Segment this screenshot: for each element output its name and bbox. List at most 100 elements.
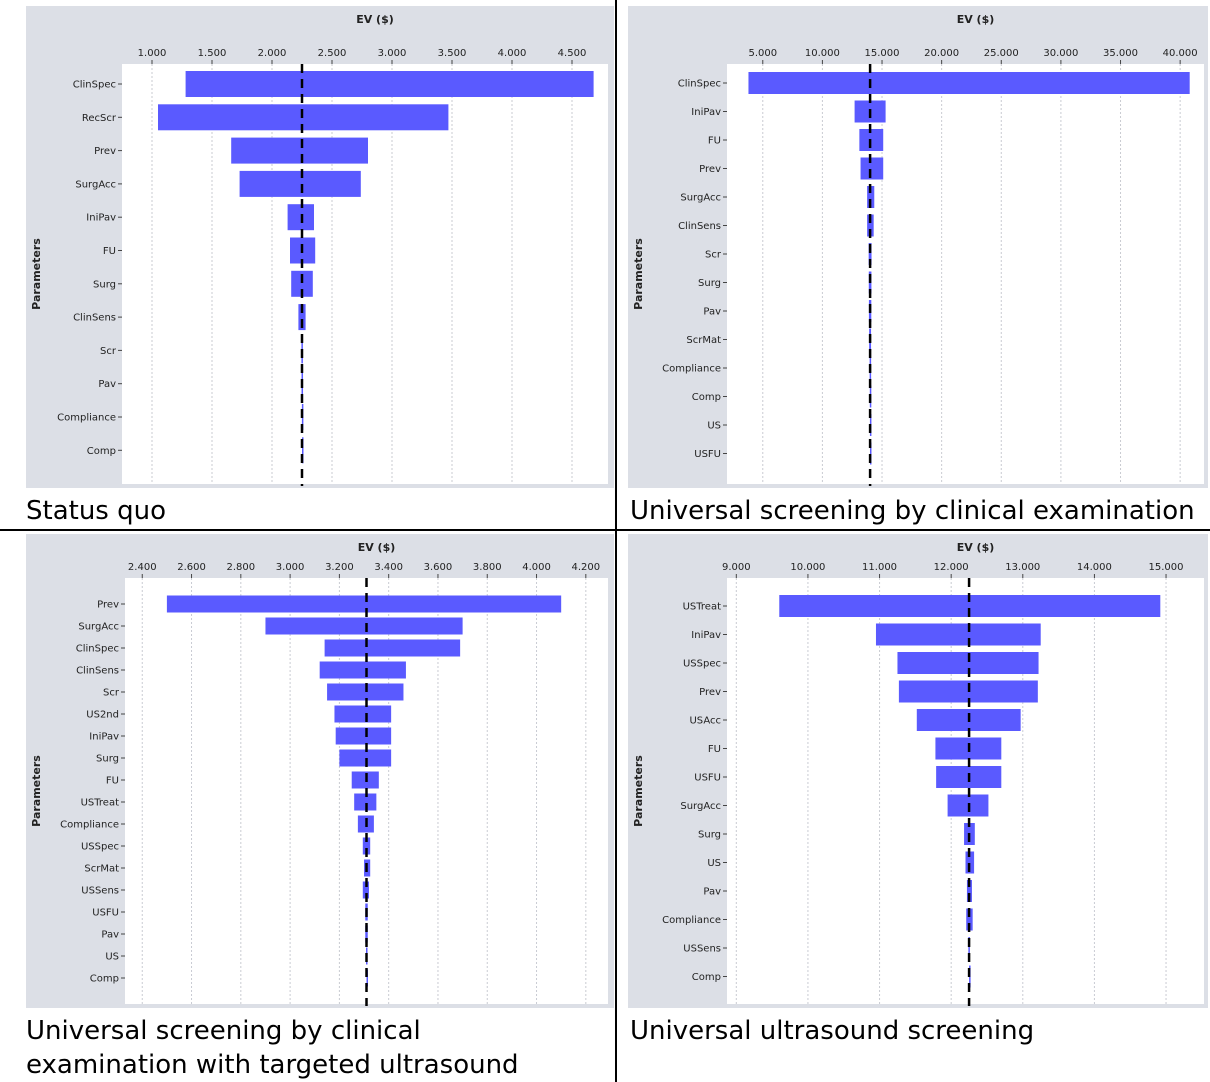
x-tick-label: 5.000 xyxy=(748,48,777,59)
tornado-bar xyxy=(365,925,368,943)
tornado-bar xyxy=(231,137,368,164)
x-tick-label: 4.000 xyxy=(522,562,551,573)
tornado-bar xyxy=(324,639,461,657)
category-label: USSpec xyxy=(683,659,721,670)
category-label: Compliance xyxy=(60,820,119,831)
x-tick-label: 9.000 xyxy=(722,562,751,573)
category-label: SurgAcc xyxy=(680,801,721,812)
category-label: Prev xyxy=(97,600,119,611)
x-tick-label: 3.000 xyxy=(276,562,305,573)
category-label: RecScr xyxy=(82,113,117,124)
x-tick-label: 3.600 xyxy=(424,562,453,573)
chart-panel-universal-ultrasound: EV ($) 9.000 10.000 11.000 12.000 13.000 14.00… xyxy=(628,534,1208,1008)
category-label: ClinSpec xyxy=(73,80,116,91)
x-tick-label: 20.000 xyxy=(924,48,959,59)
chart-panel-clinical-targeted-ultrasound: EV ($) 2.400 2.600 2.800 3.000 3.200 3.400 3.60… xyxy=(26,534,614,1008)
category-label: Surg xyxy=(698,278,721,289)
horizontal-divider xyxy=(0,529,1210,531)
x-tick-label: 2.500 xyxy=(318,48,347,59)
category-label: USSpec xyxy=(81,842,119,853)
plot-area xyxy=(122,64,608,484)
chart-panel-status-quo: EV ($) 1.000 1.500 2.000 2.500 3.000 3.500 4.00… xyxy=(26,6,614,488)
category-label: FU xyxy=(106,776,119,787)
x-tick-label: 2.400 xyxy=(128,562,157,573)
tornado-chart-universal-ultrasound: EV ($) 9.000 10.000 11.000 12.000 13.000 14.00… xyxy=(628,534,1208,1008)
tornado-bar xyxy=(966,880,972,902)
tornado-chart-status-quo: EV ($) 1.000 1.500 2.000 2.500 3.000 3.500 4.00… xyxy=(26,6,614,488)
category-label: USTreat xyxy=(683,602,721,613)
category-label: ScrMat xyxy=(84,864,119,875)
tornado-bar xyxy=(860,157,884,180)
y-axis-title: Parameters xyxy=(632,755,645,827)
category-label: ClinSens xyxy=(678,221,721,232)
category-label: USFU xyxy=(694,773,721,784)
category-label: Comp xyxy=(692,972,721,983)
tornado-bar xyxy=(748,72,1190,94)
x-axis-title: EV ($) xyxy=(358,541,396,554)
category-label: Pav xyxy=(101,930,119,941)
chart-caption-universal-ultrasound: Universal ultrasound screening xyxy=(630,1016,1035,1046)
x-tick-label: 3.200 xyxy=(325,562,354,573)
category-label: IniPav xyxy=(86,213,116,224)
category-label: FU xyxy=(103,246,116,257)
tornado-bar xyxy=(166,595,562,613)
x-tick-label: 15.000 xyxy=(1149,562,1184,573)
y-axis-title: Parameters xyxy=(632,238,645,310)
category-label: Scr xyxy=(705,250,722,261)
x-tick-label: 13.000 xyxy=(1005,562,1040,573)
x-tick-label: 4.000 xyxy=(498,48,527,59)
category-label: Comp xyxy=(692,392,721,403)
x-axis-title: EV ($) xyxy=(356,13,394,26)
tornado-bar xyxy=(869,442,872,465)
tornado-bar xyxy=(335,727,392,745)
tornado-bar xyxy=(298,304,306,331)
x-tick-label: 2.600 xyxy=(177,562,206,573)
tornado-bar xyxy=(868,243,872,265)
plot-area xyxy=(727,578,1204,1004)
tornado-chart-clinical-targeted-ultrasound: EV ($) 2.400 2.600 2.800 3.000 3.200 3.400 3.60… xyxy=(26,534,614,1008)
tornado-bar xyxy=(239,170,361,197)
category-label: IniPav xyxy=(89,732,119,743)
x-tick-label: 2.000 xyxy=(258,48,287,59)
y-axis-title: Parameters xyxy=(30,755,43,827)
category-label: Compliance xyxy=(662,915,721,926)
category-label: Pav xyxy=(703,307,721,318)
category-label: FU xyxy=(708,744,721,755)
tornado-bar xyxy=(867,214,874,237)
chart-caption-clinical-targeted-ultrasound: Universal screening by clinical examinat… xyxy=(26,1016,519,1080)
category-label: Prev xyxy=(94,146,116,157)
chart-caption-universal-clinical: Universal screening by clinical examinat… xyxy=(630,496,1195,526)
x-tick-label: 4.200 xyxy=(572,562,601,573)
x-tick-label: 1.500 xyxy=(198,48,227,59)
x-tick-label: 3.000 xyxy=(378,48,407,59)
category-label: US xyxy=(105,952,119,963)
category-label: ScrMat xyxy=(686,335,721,346)
tornado-bar xyxy=(362,837,371,855)
x-tick-label: 2.800 xyxy=(227,562,256,573)
x-tick-label: 30.000 xyxy=(1043,48,1078,59)
category-label: USAcc xyxy=(689,716,721,727)
x-tick-label: 3.800 xyxy=(473,562,502,573)
x-tick-label: 14.000 xyxy=(1077,562,1112,573)
tornado-bar xyxy=(366,969,368,987)
plot-area xyxy=(727,64,1204,484)
category-label: ClinSens xyxy=(76,666,119,677)
x-tick-label: 25.000 xyxy=(984,48,1019,59)
category-label: Pav xyxy=(703,887,721,898)
vertical-divider xyxy=(615,0,617,1082)
category-label: ClinSens xyxy=(73,313,116,324)
category-label: IniPav xyxy=(691,107,721,118)
x-tick-label: 35.000 xyxy=(1103,48,1138,59)
x-tick-label: 15.000 xyxy=(865,48,900,59)
category-label: USTreat xyxy=(81,798,119,809)
category-label: FU xyxy=(708,136,721,147)
tornado-bar xyxy=(362,881,369,899)
category-label: Pav xyxy=(98,379,116,390)
x-axis-title: EV ($) xyxy=(957,541,995,554)
tornado-bar xyxy=(779,595,1161,617)
category-label: US2nd xyxy=(86,710,119,721)
tornado-bar xyxy=(968,937,970,959)
category-label: USSens xyxy=(683,944,721,955)
category-label: Prev xyxy=(699,687,721,698)
category-label: Comp xyxy=(87,446,116,457)
